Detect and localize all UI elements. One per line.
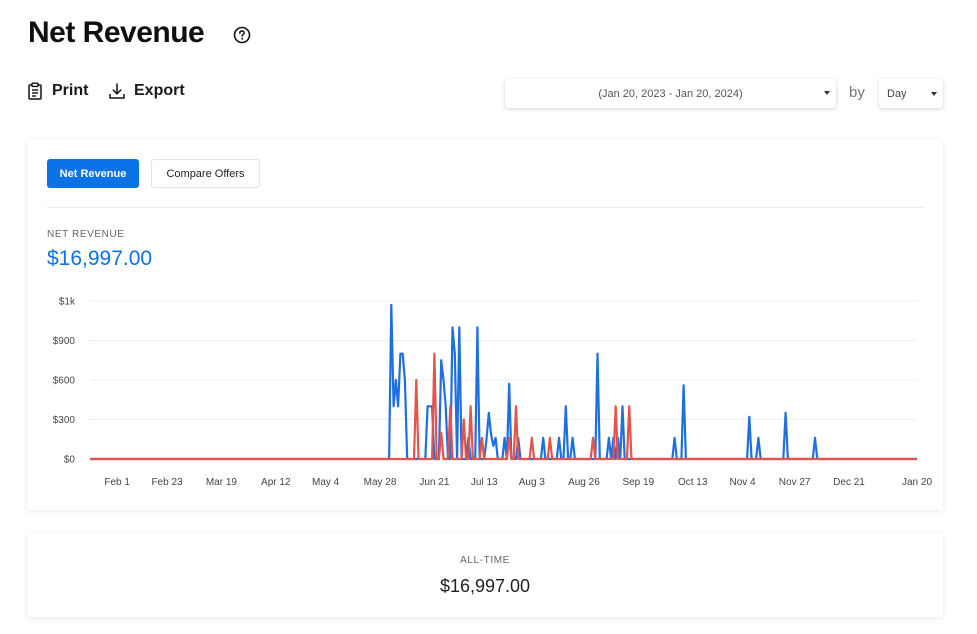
data-point-blue bbox=[673, 437, 676, 439]
data-point-blue bbox=[399, 352, 402, 355]
data-point-blue bbox=[607, 437, 610, 439]
interval-select[interactable]: Day bbox=[879, 79, 943, 108]
clipboard-icon bbox=[28, 82, 42, 100]
data-point-blue bbox=[392, 405, 395, 408]
data-point-blue bbox=[428, 405, 431, 408]
data-point-blue bbox=[442, 379, 445, 381]
x-tick-label: Apr 12 bbox=[261, 477, 291, 488]
data-point-blue bbox=[748, 415, 751, 418]
by-label: by bbox=[849, 84, 865, 101]
export-button[interactable]: Export bbox=[108, 82, 185, 100]
data-point-blue bbox=[458, 326, 461, 329]
data-point-blue bbox=[492, 444, 495, 447]
data-point-blue bbox=[784, 412, 787, 414]
data-point-red bbox=[530, 437, 533, 439]
data-point-red bbox=[508, 437, 511, 439]
data-point-red bbox=[469, 405, 472, 408]
tab-compare-offers[interactable]: Compare Offers bbox=[151, 159, 260, 188]
series-line-red bbox=[90, 352, 917, 461]
x-tick-label: Dec 21 bbox=[833, 477, 865, 488]
data-point-blue bbox=[558, 437, 560, 439]
metric-value: $16,997.00 bbox=[47, 247, 153, 270]
x-tick-label: Mar 19 bbox=[206, 477, 238, 488]
caret-down-icon bbox=[931, 92, 937, 96]
data-point-red bbox=[440, 431, 443, 434]
y-tick-label: $900 bbox=[53, 336, 76, 347]
data-point-blue bbox=[503, 437, 506, 439]
alltime-value: $16,997.00 bbox=[439, 576, 531, 596]
date-range-value: (Jan 20, 2023 - Jan 20, 2024) bbox=[598, 87, 743, 100]
download-icon bbox=[109, 83, 125, 99]
divider bbox=[47, 207, 924, 208]
data-point-blue bbox=[397, 405, 400, 408]
data-point-blue bbox=[394, 379, 397, 381]
data-point-blue bbox=[490, 433, 492, 435]
data-point-blue bbox=[404, 379, 406, 381]
data-point-red bbox=[481, 437, 483, 439]
export-label: Export bbox=[134, 82, 185, 99]
data-point-red bbox=[592, 437, 594, 439]
data-point-red bbox=[433, 352, 436, 355]
x-tick-label: May 28 bbox=[364, 477, 397, 488]
page-title: Net Revenue bbox=[28, 16, 205, 49]
chart-card: Net Revenue Compare Offers NET REVENUE $… bbox=[27, 140, 943, 510]
data-point-blue bbox=[444, 405, 447, 408]
y-tick-label: $300 bbox=[53, 415, 76, 426]
data-point-blue bbox=[814, 437, 816, 439]
y-tick-label: $0 bbox=[64, 455, 76, 466]
data-point-blue bbox=[564, 405, 567, 408]
data-point-red bbox=[449, 405, 452, 408]
tab-net-revenue[interactable]: Net Revenue bbox=[47, 159, 139, 188]
metric-label: NET REVENUE bbox=[47, 229, 125, 240]
data-point-red bbox=[614, 405, 617, 408]
y-tick-label: $1k bbox=[59, 297, 76, 308]
data-point-blue bbox=[757, 437, 760, 439]
data-point-blue bbox=[426, 405, 429, 408]
data-point-blue bbox=[485, 438, 488, 441]
series-line-blue bbox=[90, 303, 917, 461]
data-point-blue bbox=[476, 326, 479, 329]
data-point-blue bbox=[621, 405, 624, 408]
data-point-blue bbox=[487, 412, 490, 414]
date-range-select[interactable]: (Jan 20, 2023 - Jan 20, 2024) bbox=[505, 79, 836, 108]
data-point-blue bbox=[571, 437, 574, 439]
x-tick-label: Oct 13 bbox=[678, 477, 708, 488]
interval-value: Day bbox=[887, 87, 907, 100]
y-tick-label: $600 bbox=[53, 376, 76, 387]
x-tick-label: Jun 21 bbox=[419, 477, 449, 488]
alltime-card: ALL-TIME $16,997.00 bbox=[27, 533, 943, 617]
data-point-blue bbox=[542, 437, 545, 439]
data-point-blue bbox=[390, 304, 393, 306]
data-point-blue bbox=[451, 326, 454, 329]
x-tick-label: Aug 3 bbox=[519, 477, 546, 488]
revenue-chart: $0 $300 $600 $900 $1k Feb 1 Feb 23 Mar 19 Apr 12… bbox=[53, 297, 933, 489]
data-point-red bbox=[549, 437, 551, 439]
data-point-blue bbox=[682, 384, 685, 387]
print-button[interactable]: Print bbox=[26, 82, 88, 100]
x-tick-label: Jan 20 bbox=[902, 477, 932, 488]
x-tick-label: Sep 19 bbox=[622, 477, 654, 488]
data-point-red bbox=[462, 418, 465, 421]
data-point-blue bbox=[440, 359, 443, 362]
alltime-label: ALL-TIME bbox=[460, 555, 510, 566]
data-point-red bbox=[415, 379, 418, 381]
data-point-blue bbox=[401, 352, 404, 355]
x-tick-label: Nov 27 bbox=[779, 477, 811, 488]
x-tick-label: May 4 bbox=[312, 477, 340, 488]
x-tick-label: Feb 23 bbox=[151, 477, 183, 488]
x-tick-label: Jul 13 bbox=[471, 477, 498, 488]
data-point-blue bbox=[508, 383, 511, 385]
data-point-blue bbox=[494, 437, 497, 439]
question-circle-icon[interactable] bbox=[233, 26, 251, 44]
x-tick-label: Feb 1 bbox=[104, 477, 130, 488]
data-point-blue bbox=[596, 352, 599, 355]
caret-down-icon bbox=[824, 91, 830, 95]
data-point-red bbox=[515, 405, 517, 408]
data-point-blue bbox=[453, 352, 456, 355]
x-tick-label: Aug 26 bbox=[568, 477, 600, 488]
x-tick-label: Nov 4 bbox=[729, 477, 756, 488]
print-label: Print bbox=[52, 82, 89, 99]
data-point-red bbox=[628, 405, 631, 408]
